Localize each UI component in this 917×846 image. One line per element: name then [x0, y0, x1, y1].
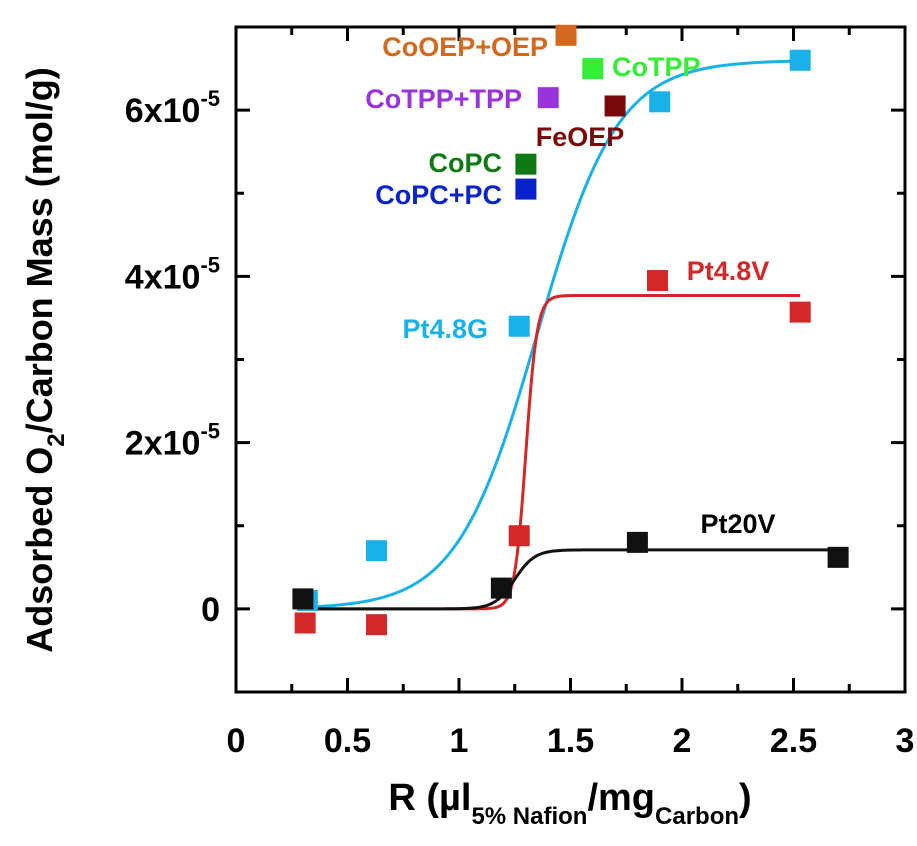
fit-curves [302, 59, 839, 611]
label-pt4-8g: Pt4.8G [402, 314, 488, 344]
data-point-pt20v [292, 588, 314, 610]
data-point-cooep-oep [555, 24, 577, 46]
data-point-pt20v [827, 546, 849, 568]
x-tick-label: 3 [896, 722, 915, 760]
data-point-pt4-8g [789, 49, 811, 71]
fit-curve-pt4-8v [305, 293, 801, 611]
data-point-pt4-8g [508, 315, 530, 337]
annotations: Pt4.8G Pt4.8V Pt20V CoOEP+OEP CoTPP CoTPP+TPP… [365, 32, 775, 539]
y-tick-label: 2x10-5 [125, 419, 220, 463]
y-axis-label-prefix: Adsorbed O [19, 447, 60, 653]
data-point-pt4-8v [508, 525, 530, 547]
y-tick-label-base: 6x10 [125, 92, 201, 130]
x-axis-label-suffix: ) [739, 777, 752, 819]
y-tick-label: 0 [201, 591, 220, 629]
y-axis-label-sub: 2 [43, 433, 70, 446]
label-copc: CoPC [429, 148, 503, 178]
label-pt20v: Pt20V [700, 509, 775, 539]
data-point-cotpp [582, 58, 604, 80]
data-point-pt20v [490, 577, 512, 599]
label-cooep-oep: CoOEP+OEP [382, 32, 548, 62]
data-point-pt4-8v [646, 270, 668, 292]
data-point-feoep [604, 95, 626, 117]
x-axis-label-mid: /mg [587, 777, 655, 819]
data-point-cotpp-tpp [537, 87, 559, 109]
y-tick-label: 4x10-5 [125, 252, 220, 296]
data-point-copc-pc [515, 178, 537, 200]
x-axis-label-sub2: Carbon [655, 803, 739, 830]
data-point-pt4-8v [789, 301, 811, 323]
y-tick-label-base: 0 [201, 591, 220, 629]
data-point-pt4-8g [649, 91, 671, 113]
x-axis-label-sub1: 5% Nafion [471, 803, 587, 830]
y-tick-label-base: 4x10 [125, 258, 201, 296]
label-copc-pc: CoPC+PC [375, 180, 502, 210]
y-tick-label-base: 2x10 [125, 425, 201, 463]
x-tick-label: 0 [227, 722, 246, 760]
fit-curve-pt4-8g [307, 59, 801, 609]
x-tick-label: 2.5 [770, 722, 817, 760]
label-cotpp-tpp: CoTPP+TPP [365, 84, 522, 114]
label-pt4-8v: Pt4.8V [687, 256, 770, 286]
y-tick-label-exponent: -5 [200, 419, 220, 444]
x-axis-label-prefix: R (µl [388, 777, 471, 819]
label-cotpp: CoTPP [612, 52, 701, 82]
y-tick-label: 6x10-5 [125, 86, 220, 130]
data-point-pt4-8v [294, 612, 316, 634]
y-axis-label: Adsorbed O2/Carbon Mass (mol/g) [19, 67, 70, 652]
x-tick-label: 0.5 [324, 722, 371, 760]
data-points [292, 24, 849, 636]
x-tick-label: 1 [450, 722, 469, 760]
data-point-copc [515, 153, 537, 175]
x-tick-label: 1.5 [547, 722, 594, 760]
data-point-pt20v [626, 531, 648, 553]
data-point-pt4-8v [365, 614, 387, 636]
x-tick-label: 2 [673, 722, 692, 760]
y-axis-label-suffix: /Carbon Mass (mol/g) [19, 67, 60, 433]
data-point-pt4-8g [365, 540, 387, 562]
x-axis-label: R (µl5% Nafion/mgCarbon) [388, 777, 751, 830]
y-tick-label-exponent: -5 [200, 86, 220, 111]
y-tick-label-exponent: -5 [200, 252, 220, 277]
fit-curve-pt20v [302, 548, 839, 611]
label-feoep: FeOEP [536, 122, 625, 152]
